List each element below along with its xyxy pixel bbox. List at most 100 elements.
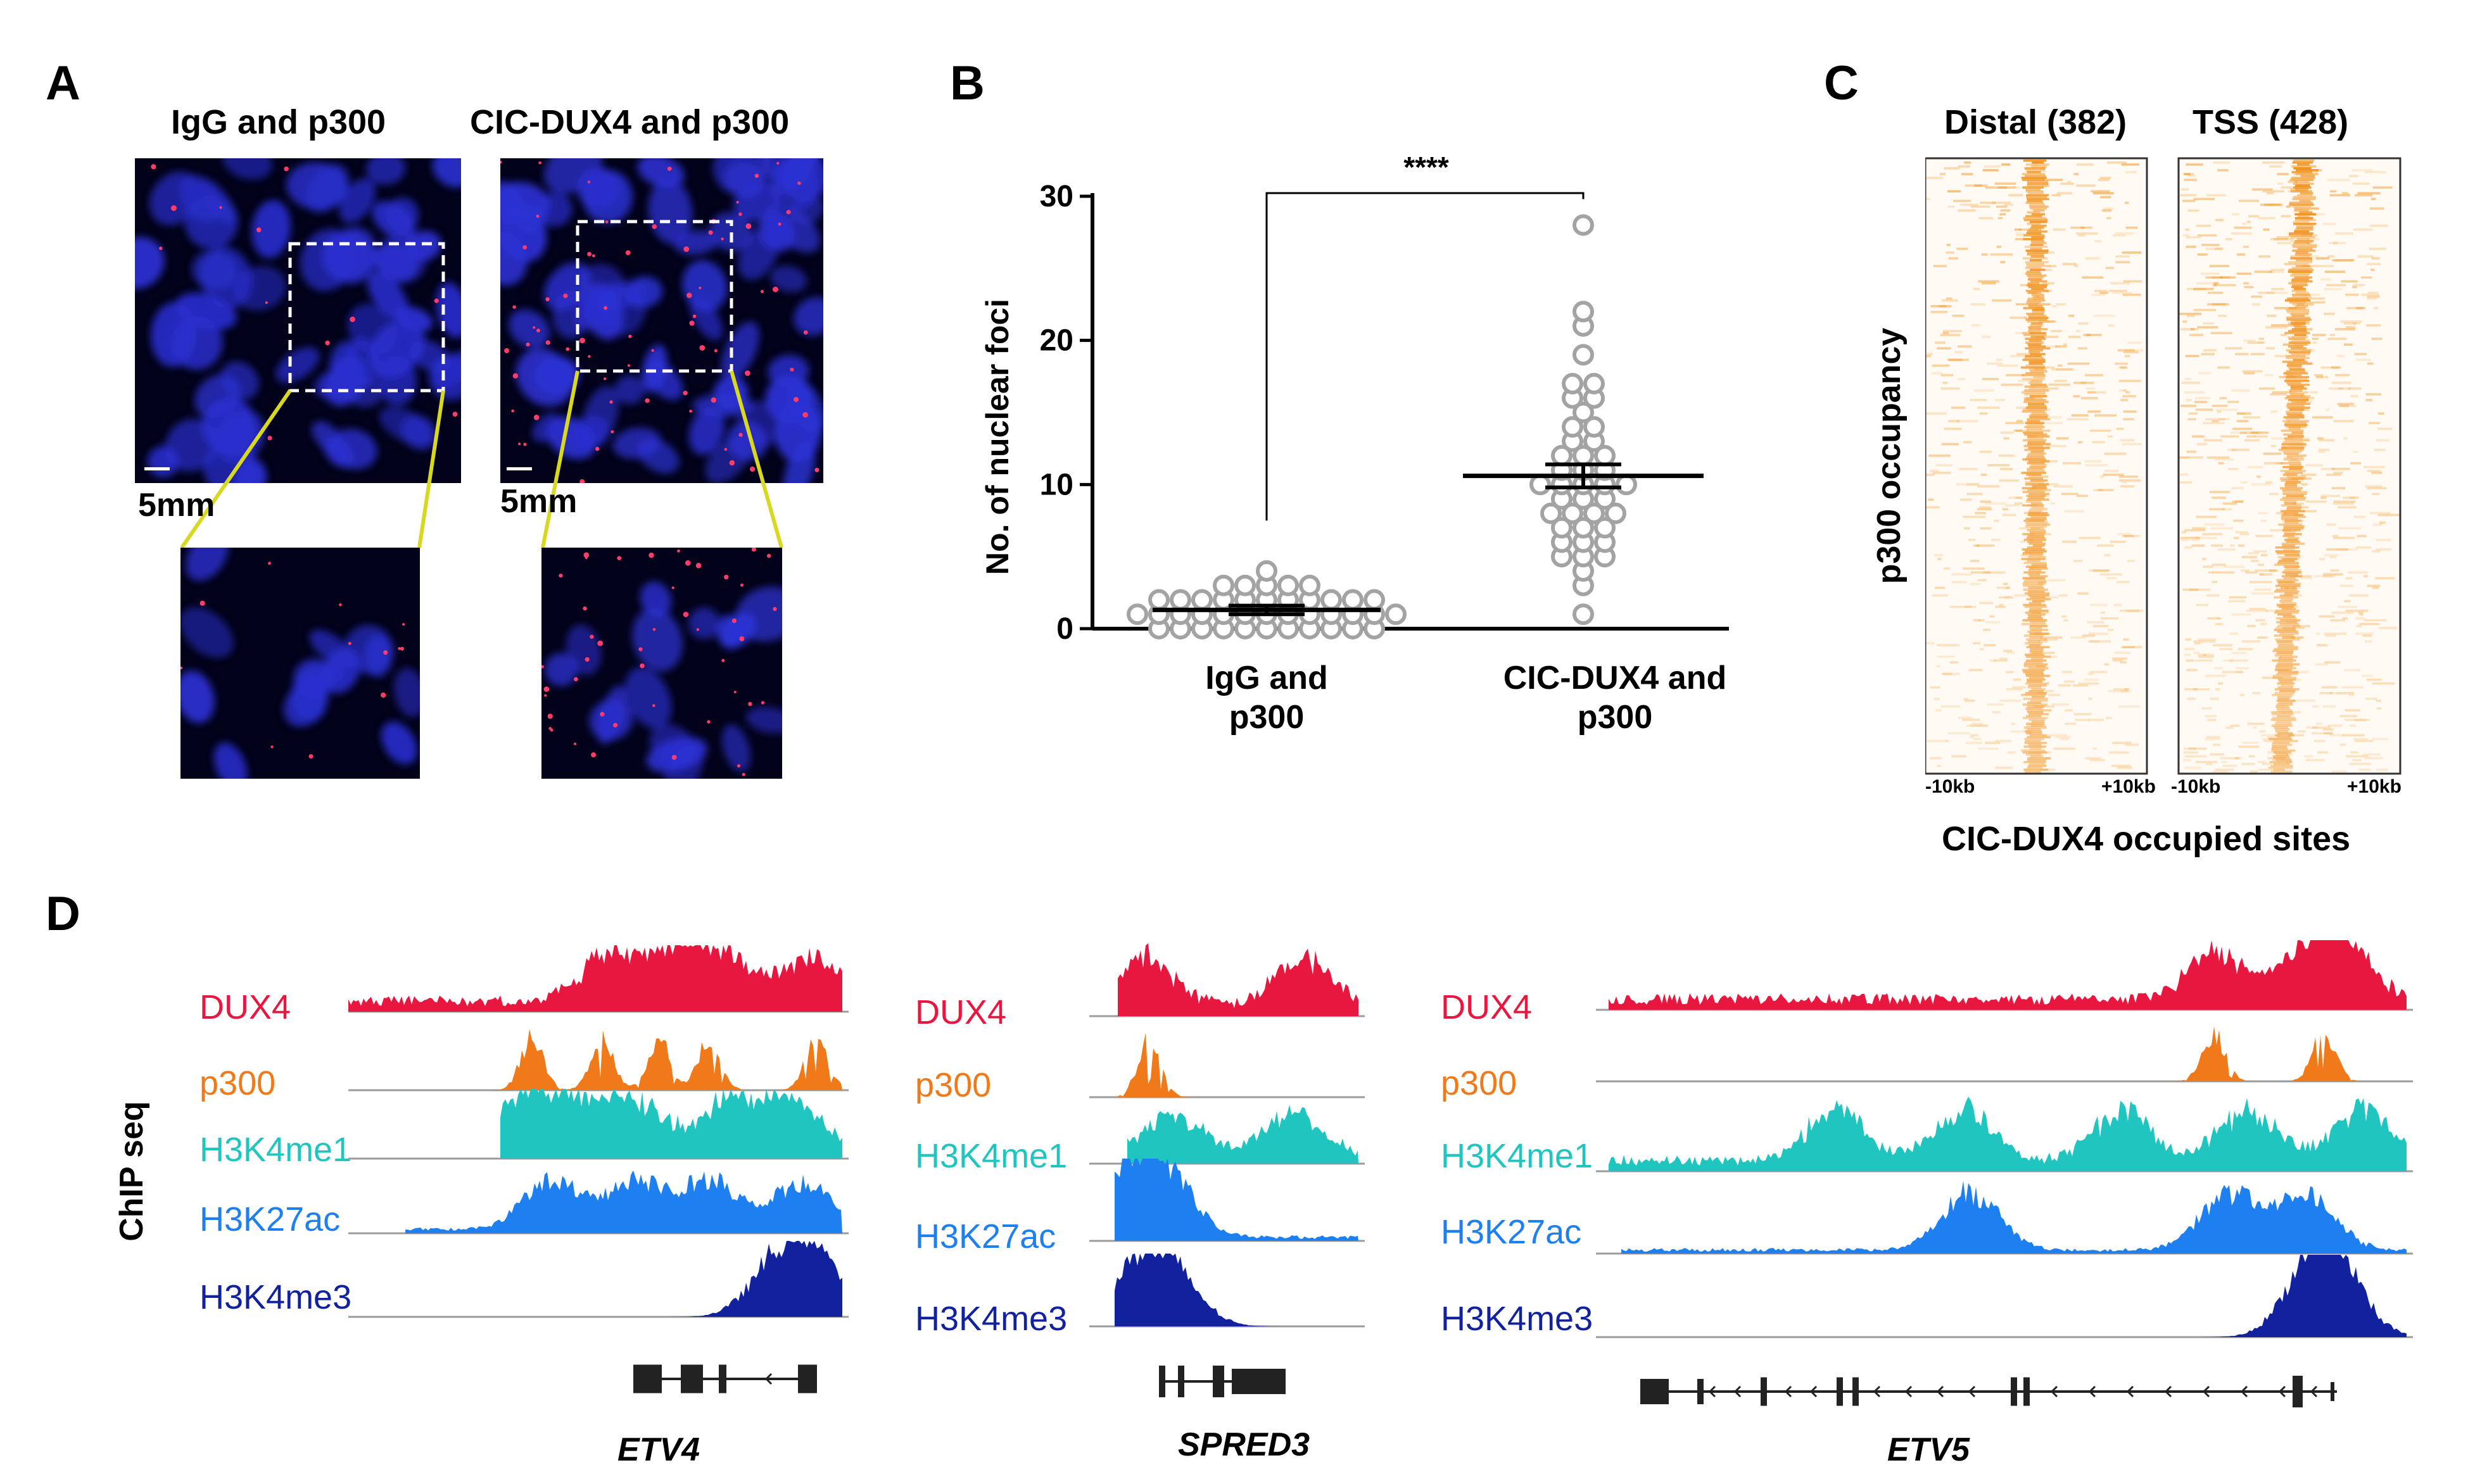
heatmap-cell [2065,722,2077,725]
heatmap-cell [2025,188,2041,191]
heatmap-cell [2356,306,2366,310]
heatmap-cell [2180,194,2197,197]
heatmap-cell [2238,544,2244,547]
heatmap-cell [2125,201,2129,204]
foci-dot [592,254,595,258]
foci-dot [563,293,568,298]
heatmap-cell [2297,248,2313,250]
heatmap-cell [2112,741,2132,745]
heatmap-cell [2042,638,2058,641]
heatmap-cell [1956,248,1968,250]
heatmap-cell [2043,422,2063,424]
heatmap-cell [2021,749,2046,752]
exon [2023,1377,2030,1406]
strand-arrow [1936,1385,1944,1398]
heatmap-cell [2286,356,2310,360]
heatmap-cell [2110,282,2130,285]
heatmap-cell [2251,592,2274,595]
heatmap-cell [2214,248,2224,250]
heatmap-cell [2189,334,2204,336]
heatmap-cell [2034,368,2047,371]
heatmap-cell [2372,738,2388,741]
heatmap-cell [2243,416,2260,418]
heatmap-cell [2297,190,2308,192]
nucleus-shape [215,410,266,464]
heatmap-cell [2089,569,2110,572]
heatmap-cell [2044,387,2059,390]
heatmap-cell [2301,399,2307,401]
heatmap-cell [2335,232,2353,235]
heatmap-cell [2294,334,2307,336]
heatmap-cell [2023,571,2046,574]
heatmap-cell [1935,665,1941,668]
heatmap-cell [2034,366,2055,369]
heatmap-cell [2180,188,2189,191]
foci-dot [559,574,563,578]
heatmap-cell [2365,485,2383,487]
heatmap-cell [2280,477,2304,480]
heatmap-cell [2289,425,2301,429]
heatmap-cell [2340,320,2362,323]
heatmap-cell [2281,607,2296,610]
heatmap-cell [2291,322,2306,325]
nucleus-shape [293,658,334,699]
heatmap-cell [2291,280,2313,283]
heatmap-cell [2287,362,2313,365]
nucleus-shape [251,199,291,258]
heatmap-cell [2028,362,2043,365]
heatmap-cell [2030,554,2043,556]
heatmap-cell [2305,758,2325,762]
heatmap-cell [2262,190,2284,192]
heatmap-cell [1982,336,1991,338]
heatmap-cell [1926,474,1935,476]
heatmap-cell [2028,496,2045,499]
heatmap-cell [2286,456,2303,459]
heatmap-cell [2357,192,2381,194]
heatmap-cell [1951,406,1965,409]
heatmap-cell [2027,418,2051,420]
heatmap-cell [1964,700,1975,702]
heatmap-cell [2023,217,2047,220]
heatmap-cell [2006,670,2014,674]
heatmap-cell [2242,640,2260,643]
heatmap-cell [2207,719,2217,721]
heatmap-cell [2006,651,2015,654]
data-point [1213,574,1234,596]
heatmap-cell [2031,165,2047,168]
heatmap-cell [2031,224,2047,227]
foci-dot [786,210,791,215]
heatmap-cell [2183,751,2198,754]
heatmap-cell [2324,554,2338,556]
heatmap-cell [2296,678,2301,681]
heatmap-cell [2073,381,2094,384]
heatmap-cell [2028,719,2046,721]
heatmap-cell [1927,353,1933,356]
heatmap-cell [2229,596,2247,599]
heatmap-cell [2022,669,2046,672]
signal-area [405,1170,842,1233]
heatmap-cell [2027,198,2049,201]
heatmap-cell [2016,420,2023,422]
heatmap-cell [2345,709,2360,712]
heatmap-cell [2321,686,2338,689]
heatmap-cell [1928,498,1934,501]
heatmap-cell [2275,627,2284,629]
heatmap-cell [2031,688,2046,691]
heatmap-cell [2122,395,2136,398]
heatmap-cell [2279,605,2294,608]
foci-dot [748,701,752,707]
foci-dot [803,330,808,335]
heatmap-cell [2305,500,2327,503]
foci-dot [574,677,578,682]
heatmap-cell [2281,543,2305,545]
nucleus-shape [135,237,165,289]
nucleus-shape [570,416,611,450]
heatmap-cell [2320,468,2336,470]
heatmap-cell [2185,228,2189,231]
heatmap-cell [2313,575,2333,577]
heatmap-cell [2284,485,2298,487]
heatmap-cell [2288,268,2314,271]
heatmap-cell [1980,500,1992,503]
heatmap-cell [2361,276,2372,279]
